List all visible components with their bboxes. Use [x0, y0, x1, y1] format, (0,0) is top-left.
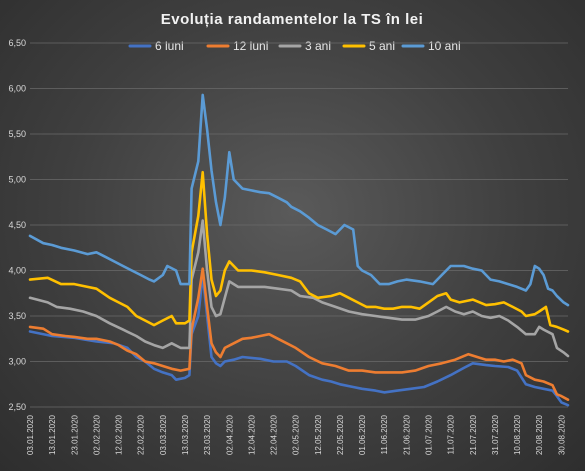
x-tick-label: 23.01.2020: [70, 414, 79, 455]
x-tick-label: 02.02.2020: [92, 414, 101, 455]
x-tick-label: 20.08.2020: [535, 414, 544, 455]
x-tick-label: 23.03.2020: [203, 414, 212, 455]
legend-label: 10 ani: [428, 39, 461, 53]
y-tick-label: 6,00: [8, 84, 26, 94]
plot-area: [28, 93, 570, 407]
y-tick-label: 4,50: [8, 220, 26, 230]
x-tick-label: 01.07.2020: [425, 414, 434, 455]
series-line-5-ani: [28, 170, 570, 333]
x-tick-label: 13.03.2020: [181, 414, 190, 455]
x-tick-label: 02.05.2020: [292, 414, 301, 455]
x-tick-label: 21.06.2020: [402, 414, 411, 455]
x-tick-label: 22.04.2020: [270, 414, 279, 455]
x-tick-label: 22.02.2020: [137, 414, 146, 455]
x-tick-label: 03.01.2020: [26, 414, 35, 455]
legend-label: 12 luni: [233, 39, 268, 53]
x-axis: 03.01.2020 13.01.2020 23.01.2020 02.02.2020…: [26, 414, 566, 455]
series-line-10-ani: [28, 93, 570, 307]
x-tick-label: 21.07.2020: [469, 414, 478, 455]
x-tick-label: 11.06.2020: [380, 414, 389, 454]
x-tick-label: 12.05.2020: [314, 414, 323, 455]
x-tick-label: 10.08.2020: [513, 414, 522, 455]
y-tick-label: 3,50: [8, 311, 26, 321]
x-tick-label: 13.01.2020: [48, 414, 57, 455]
series-line-12-luni: [28, 267, 570, 401]
legend-label: 3 ani: [305, 39, 331, 53]
y-axis: 2,50 3,00 3,50 4,00 4,50 5,00 5,50 6,00 6,50: [8, 38, 26, 412]
y-tick-label: 5,00: [8, 175, 26, 185]
series-line-3-ani: [28, 219, 570, 358]
x-tick-label: 11.07.2020: [447, 414, 456, 454]
x-tick-label: 02.04.2020: [225, 414, 234, 455]
x-tick-label: 01.06.2020: [358, 414, 367, 455]
grid-lines: [30, 42, 568, 408]
legend-label: 6 luni: [155, 39, 184, 53]
x-tick-label: 12.02.2020: [115, 414, 124, 455]
y-tick-label: 6,50: [8, 38, 26, 48]
y-tick-label: 3,00: [8, 357, 26, 367]
x-tick-label: 30.08.2020: [557, 414, 566, 455]
x-tick-label: 03.03.2020: [159, 414, 168, 455]
y-tick-label: 4,00: [8, 266, 26, 276]
y-tick-label: 2,50: [8, 402, 26, 412]
series-line-6-luni: [28, 273, 570, 407]
y-tick-label: 5,50: [8, 129, 26, 139]
x-tick-label: 31.07.2020: [491, 414, 500, 455]
x-tick-label: 22.05.2020: [336, 414, 345, 455]
chart-legend: 6 luni 12 luni 3 ani 5 ani 10 ani: [128, 39, 461, 53]
x-tick-label: 12.04.2020: [247, 414, 256, 455]
chart-title: Evoluția randamentelor la TS în lei: [161, 11, 424, 28]
legend-label: 5 ani: [369, 39, 395, 53]
